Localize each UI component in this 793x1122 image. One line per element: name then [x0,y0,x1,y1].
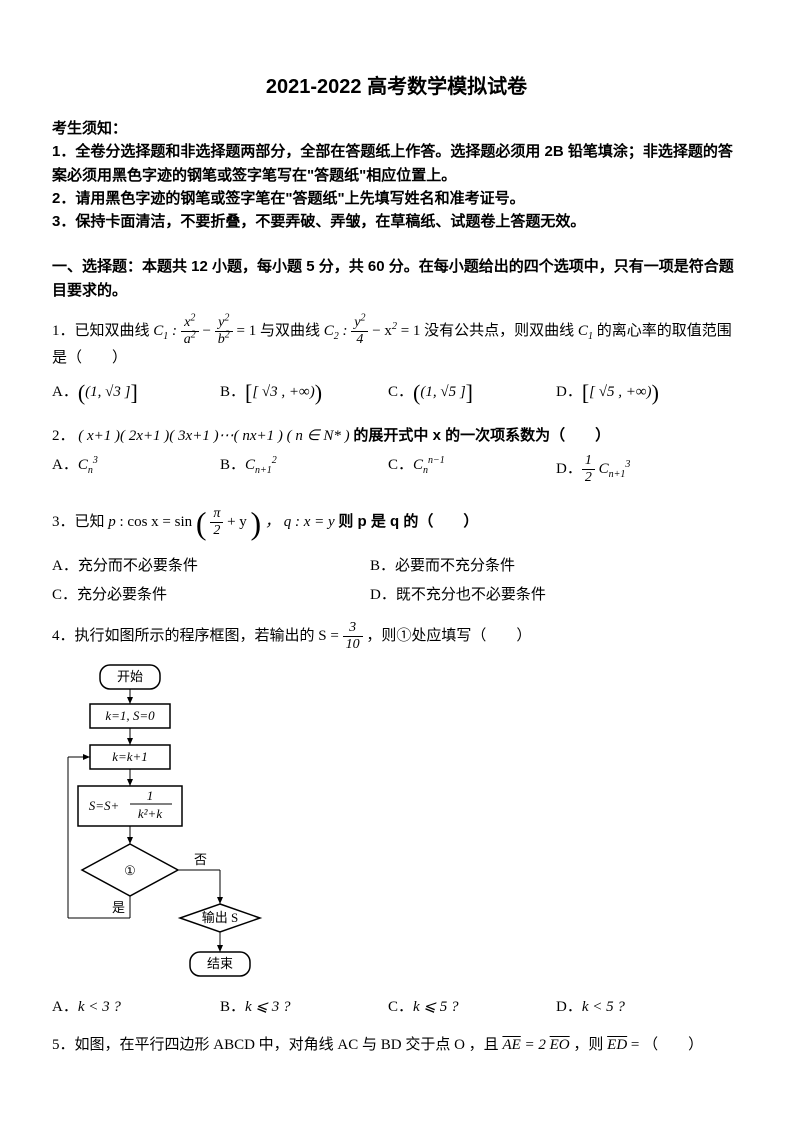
q1-prefix: 1．已知双曲线 [52,323,153,339]
question-1: 1．已知双曲线 C1 : x2a2 − y2b2 = 1 与双曲线 C2 : y… [52,316,741,370]
svg-text:S=S+: S=S+ [89,798,120,813]
q2-opt-d: D．12 Cn+13 [556,454,706,485]
q5-vec-eo: EO [550,1037,570,1053]
q5-mid: ，则 [573,1037,607,1053]
q1-c1b: C1 [578,323,593,339]
instructions-header: 考生须知： [52,117,741,140]
q1-mid2: 没有公共点，则双曲线 [424,323,578,339]
question-2: 2． ( x+1 )( 2x+1 )( 3x+1 )⋯( nx+1 ) ( n … [52,424,741,448]
svg-text:k²+k: k²+k [138,806,162,821]
page-title: 2021-2022 高考数学模拟试卷 [52,72,741,103]
q2-opt-c: C．Cnn−1 [388,454,538,485]
q5-vec-ae: AE [502,1037,520,1053]
section-1-header: 一、选择题：本题共 12 小题，每小题 5 分，共 60 分。在每小题给出的四个… [52,255,741,302]
q1-opt-d: D．[[ √5 , +∞)) [556,376,706,410]
q3-opt-a: A．充分而不必要条件 [52,555,352,578]
q4-opt-c: C．k ⩽ 5 ? [388,996,538,1019]
question-3: 3．已知 p : cos x = sin ( π2 + y ) ， q : x … [52,499,741,549]
svg-text:①: ① [124,863,136,878]
q4-opt-b: B．k ⩽ 3 ? [220,996,370,1019]
instruction-1: 1．全卷分选择题和非选择题两部分，全部在答题纸上作答。选择题必须用 2B 铅笔填… [52,140,741,187]
q3-q: ， q : x = y [265,514,335,530]
q5-eq: = 2 [525,1037,546,1053]
question-4: 4．执行如图所示的程序框图，若输出的 S = 310 ，则①处应填写（ ） [52,621,741,652]
q4-opt-a: A．k < 3 ? [52,996,202,1019]
svg-text:结束: 结束 [207,956,233,971]
svg-text:1: 1 [147,788,154,803]
q1-opt-a: A．((1, √3 ]] [52,376,202,410]
q1-options: A．((1, √3 ]] B．[[ √3 , +∞)) C．((1, √5 ]]… [52,376,741,410]
svg-text:k=1, S=0: k=1, S=0 [105,708,155,723]
q1-c1: C1 : x2a2 − y2b2 = 1 [153,323,260,339]
q2-opt-b: B．Cn+12 [220,454,370,485]
instruction-3: 3．保持卡面清洁，不要折叠，不要弄破、弄皱，在草稿纸、试题卷上答题无效。 [52,210,741,233]
svg-text:开始: 开始 [117,669,143,684]
q3-options-row2: C．充分必要条件 D．既不充分也不必要条件 [52,584,741,607]
q2-prefix: 2． [52,428,75,444]
q4-options: A．k < 3 ? B．k ⩽ 3 ? C．k ⩽ 5 ? D．k < 5 ? [52,996,741,1019]
question-5: 5．如图，在平行四边形 ABCD 中，对角线 AC 与 BD 交于点 O ，且 … [52,1034,741,1057]
exam-page: 2021-2022 高考数学模拟试卷 考生须知： 1．全卷分选择题和非选择题两部… [0,0,793,1097]
svg-text:k=k+1: k=k+1 [112,749,148,764]
svg-text:输出 S: 输出 S [202,910,238,925]
q3-p: p : cos x = sin ( π2 + y ) [108,514,265,530]
q3-opt-d: D．既不充分也不必要条件 [370,584,670,607]
q4-suffix: ，则①处应填写（ ） [366,628,531,644]
flowchart-diagram: 开始 k=1, S=0 k=k+1 S=S+ 1 k²+k ① 否 输出 S 结… [60,660,290,990]
q1-opt-b: B．[[ √3 , +∞)) [220,376,370,410]
q5-vec-ed: ED [607,1037,627,1053]
q2-expression: ( x+1 )( 2x+1 )( 3x+1 )⋯( nx+1 ) ( n ∈ N… [78,428,349,444]
q4-prefix: 4．执行如图所示的程序框图，若输出的 S = [52,628,343,644]
q3-opt-c: C．充分必要条件 [52,584,352,607]
q2-options: A．Cn3 B．Cn+12 C．Cnn−1 D．12 Cn+13 [52,454,741,485]
q1-c2: C2 : y24 − x2 = 1 [324,323,424,339]
svg-text:否: 否 [194,852,207,867]
q3-suffix: 则 p 是 q 的（ ） [338,513,478,530]
q5-suffix: = （ ） [631,1037,703,1053]
q1-mid1: 与双曲线 [260,323,324,339]
q2-suffix: 的展开式中 x 的一次项系数为（ ） [353,427,610,444]
q4-fraction: 310 [343,621,363,652]
q2-opt-a: A．Cn3 [52,454,202,485]
q4-opt-d: D．k < 5 ? [556,996,706,1019]
instruction-2: 2．请用黑色字迹的钢笔或签字笔在"答题纸"上先填写姓名和准考证号。 [52,187,741,210]
q3-opt-b: B．必要而不充分条件 [370,555,670,578]
q1-opt-c: C．((1, √5 ]] [388,376,538,410]
q3-prefix: 3．已知 [52,514,108,530]
svg-text:是: 是 [112,900,125,915]
q5-stem: 5．如图，在平行四边形 ABCD 中，对角线 AC 与 BD 交于点 O ，且 [52,1037,502,1053]
q3-options-row1: A．充分而不必要条件 B．必要而不充分条件 [52,555,741,578]
